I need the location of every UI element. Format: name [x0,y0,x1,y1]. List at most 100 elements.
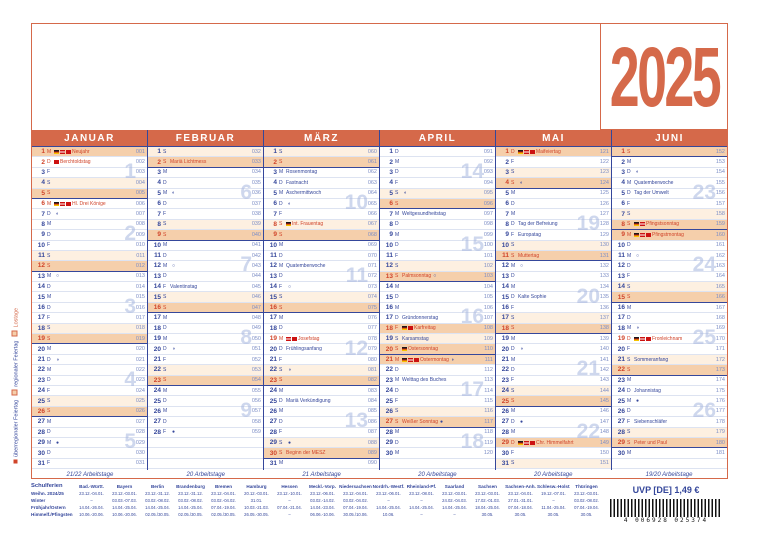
holiday-label: Quatemberwoche [634,179,674,186]
day-number: 23 [385,376,393,384]
day-number: 4 [505,179,509,187]
day-number: 12 [153,262,161,270]
day-of-year: 107 [483,314,493,321]
weekday-letter: D [511,418,515,425]
day-number: 10 [617,241,625,249]
day-row: 10 M 041 [148,241,263,251]
weekday-letter: D [511,273,515,280]
weekday-letter: D [511,439,515,446]
day-row: 6 D 037 [148,199,263,210]
weekday-letter: D [47,377,51,384]
day-number: 20 [269,345,277,353]
day-of-year: 010 [135,242,145,249]
day-row: 13 D 072 [264,272,379,283]
weekday-letter: F [511,231,515,238]
day-of-year: 181 [715,450,725,457]
day-number: 8 [157,220,161,228]
ferien-row-label: Frühjahr/Ostern [31,505,66,510]
day-of-year: 055 [251,387,261,394]
day-of-year: 122 [599,159,609,166]
schulferien-row: Weihn. 2024/25 23.12.-04.01. 23.12.-03.01.… [31,490,603,497]
moon-phase-icon: ○ [56,273,60,280]
state-header: Hessen [281,484,298,489]
weekday-letter: M [627,231,632,238]
day-number: 12 [617,262,625,270]
weekday-letter: M [627,159,632,166]
day-row: 18 M ◑ 169 [612,324,727,335]
day-row: 12 S 012 [32,261,147,272]
day-number: 19 [269,335,277,343]
weekday-letter: M [163,190,168,197]
day-of-year: 019 [135,335,145,342]
day-of-year: 008 [135,221,145,228]
day-of-year: 039 [251,221,261,228]
ch-flag-icon [54,160,59,165]
ferien-cell: 14.04.-25.04. [409,505,434,510]
moon-phase-icon: ● [636,398,640,405]
day-row: 19 M 050 [148,334,263,345]
ch-flag-icon [292,336,297,341]
day-row: 3 F 003 [32,168,147,179]
day-row: 24 S 144 [496,385,611,397]
day-row: 3 S 123 [496,167,611,179]
day-number: 20 [501,345,509,353]
weekday-letter: M [163,408,168,415]
day-row: 11 D 070 [264,251,379,262]
day-number: 28 [385,428,393,436]
weekday-letter: M [627,450,632,457]
day-of-year: 046 [251,294,261,301]
holiday-label: Rosenmontag [286,169,318,176]
holiday-label: Johannistag [634,387,661,394]
day-of-year: 135 [599,294,609,301]
weekday-letter: D [163,179,167,186]
weekday-letter: M [511,262,516,269]
day-of-year: 176 [715,398,725,405]
weekday-letter: D [395,242,399,249]
day-number: 4 [621,179,625,187]
day-content: Tag der Umwelt [634,190,710,196]
ferien-cell: 14.04.-25.04. [145,505,170,510]
weekday-letter: F [627,346,631,353]
moon-phase-icon: ○ [520,262,524,269]
holiday-label: Ostermontag [420,356,449,363]
holiday-label: Berchtoldstag [60,159,91,166]
weekday-letter: D [47,231,51,238]
ferien-cell: 30.05./10.06. [343,512,368,517]
weekday-letter: M [279,169,284,176]
weekday-letter: D [395,221,399,228]
day-number: 12 [37,262,45,270]
weekday-letter: M [47,200,52,207]
ferien-cell: 14.04.-25.04. [442,505,467,510]
weekday-letter: D [395,387,399,394]
day-row: 17 M 076 [264,313,379,324]
day-row: 9 S 040 [148,230,263,241]
day-number: 19 [385,335,393,343]
moon-phase-icon: ◑ [636,325,640,332]
day-row: 18 D 049 [148,324,263,335]
day-row: 25 M ● 176 [612,396,727,407]
holiday-label: Peter und Paul [634,439,668,446]
day-content: Europatag [518,232,594,238]
day-row: 10 D 100 [380,241,495,251]
day-of-year: 109 [483,335,493,342]
day-row [148,438,263,449]
ch-flag-icon [646,336,651,341]
holiday-label: Quatemberwoche [286,262,326,269]
day-number: 10 [37,241,45,249]
ch-flag-icon [66,149,71,154]
day-row: 11 F 101 [380,251,495,262]
day-number: 20 [385,345,393,353]
day-row: 24 D 114 [380,386,495,397]
day-number: 21 [153,356,161,363]
weekday-letter: S [627,294,631,301]
weekday-letter: F [163,283,167,290]
day-row: 22 S 053 [148,365,263,376]
day-of-year: 108 [483,325,493,332]
day-row [148,459,263,470]
ferien-cell: 03.03.-07.03. [112,498,137,503]
arbeitstage-label: 21/22 Arbeitstage [66,472,114,478]
ferien-cell: – [420,498,423,503]
day-of-year: 173 [715,366,725,373]
weekday-letter: D [627,335,631,342]
month-column: APRIL 1 D 091 2 M 092 3 D 093 4 F 094 5 S ◐ 095 6 S 096 7 M We… [380,130,496,470]
